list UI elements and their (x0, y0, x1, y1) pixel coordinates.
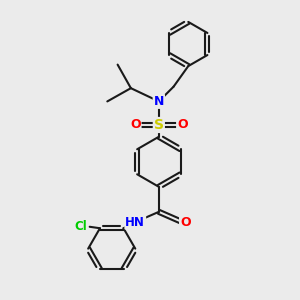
Text: HN: HN (125, 216, 145, 229)
Text: O: O (180, 216, 190, 229)
Text: O: O (177, 118, 188, 131)
Text: S: S (154, 118, 164, 132)
Text: O: O (130, 118, 141, 131)
Text: Cl: Cl (74, 220, 87, 233)
Text: N: N (154, 95, 164, 108)
